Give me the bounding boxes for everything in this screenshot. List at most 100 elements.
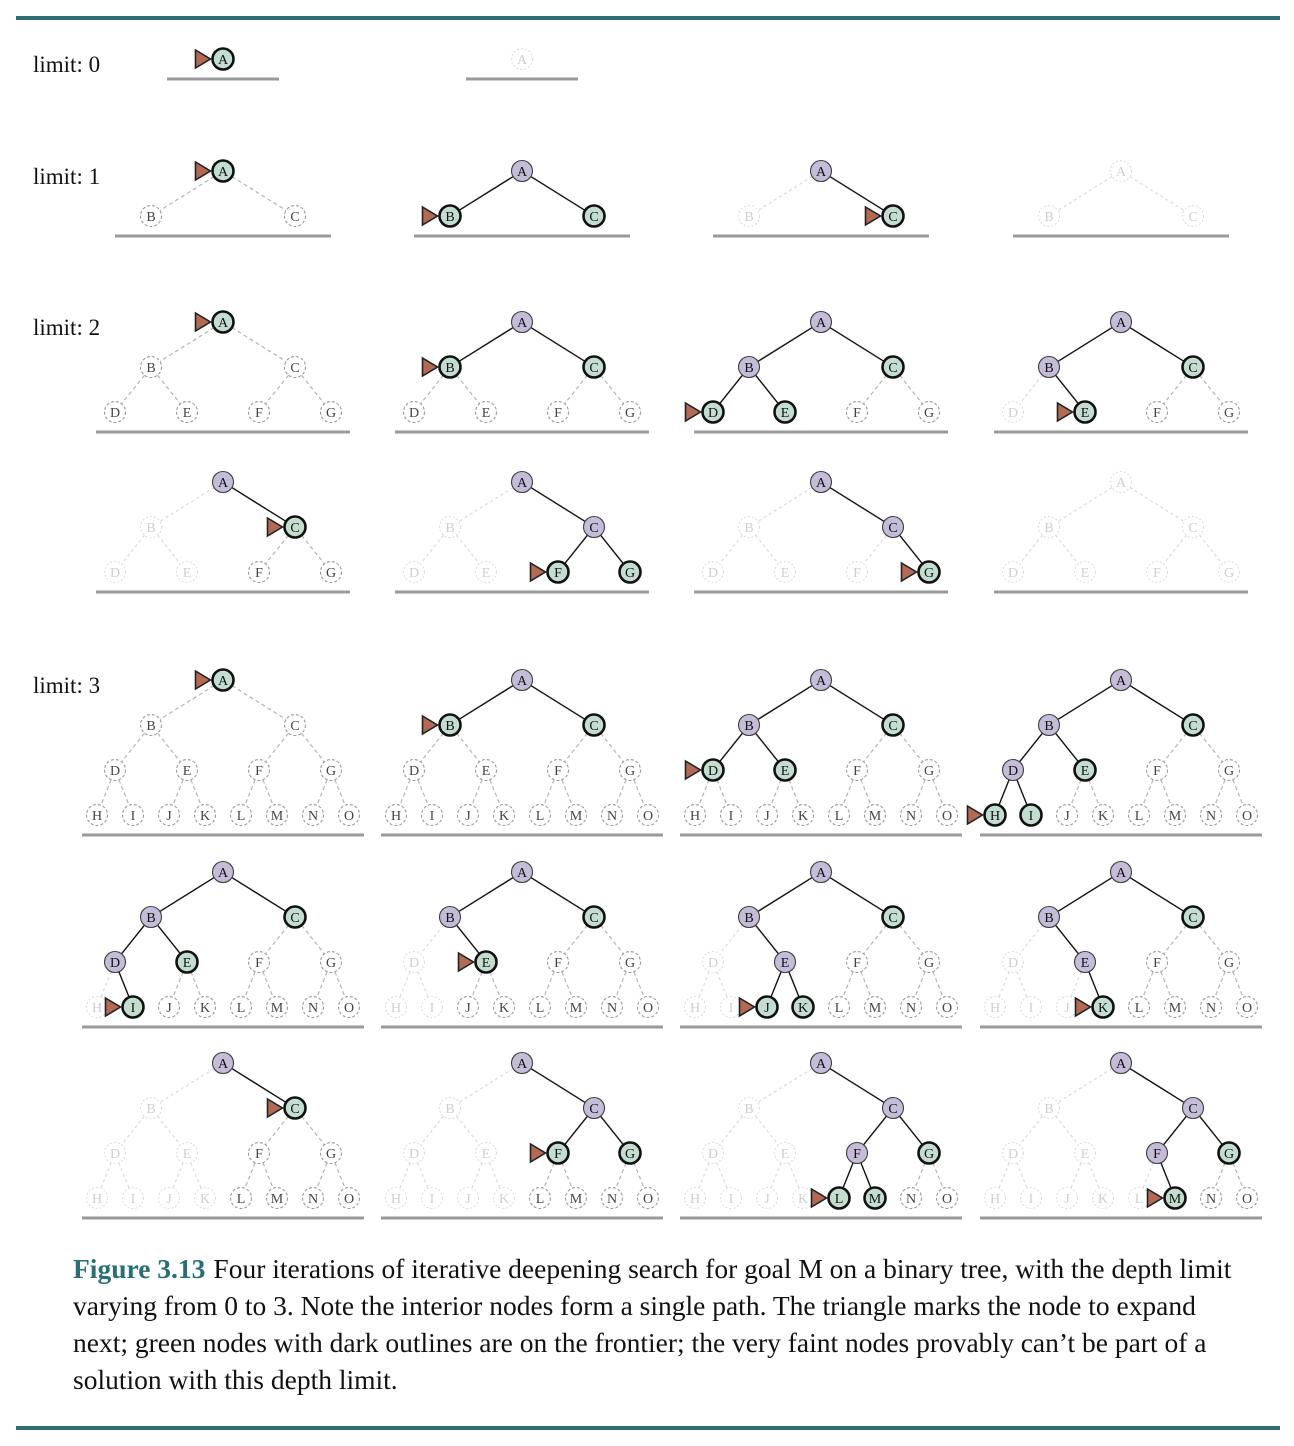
node-label: G [1224, 956, 1234, 971]
node-label: D [1008, 406, 1018, 421]
node-label: J [166, 809, 172, 824]
node-label: A [1116, 1057, 1127, 1072]
node-label: A [218, 316, 229, 331]
tree-edge [719, 534, 743, 565]
tree-edge [1163, 374, 1187, 405]
tree-edge [829, 326, 885, 363]
tree-node-j: J [1055, 995, 1079, 1019]
node-label: G [625, 566, 635, 581]
tree-node-d: D [1001, 560, 1025, 584]
tree-node-l: L [827, 803, 851, 827]
tree-edge [1057, 684, 1113, 721]
tree-edge [755, 924, 779, 955]
tree-node-n: N [1199, 803, 1223, 827]
tree-edge [530, 1067, 586, 1104]
tree-node-g: G [618, 758, 642, 782]
tree-edge [121, 1115, 145, 1146]
tree-node-n: N [600, 995, 624, 1019]
top-rule [16, 16, 1280, 20]
node-label: F [853, 956, 861, 971]
tree-node-d: D [701, 400, 725, 424]
tree-node-f: F [247, 400, 271, 424]
tree-node-c: C [283, 905, 307, 929]
tree-edge [914, 1162, 926, 1189]
tree-snapshot: A B C D E F G [395, 310, 649, 434]
node-label: G [1224, 566, 1234, 581]
tree-edge [231, 876, 287, 913]
tree-edge [458, 487, 514, 522]
tree-node-f: F [247, 1141, 271, 1165]
node-label: A [218, 53, 229, 68]
tree-node-l: L [229, 803, 253, 827]
tree-node-f: F [845, 950, 869, 974]
tree-edge [788, 779, 800, 806]
tree-edge [172, 971, 184, 998]
node-label: F [554, 764, 562, 779]
node-label: B [146, 521, 155, 536]
expand-marker-icon [1056, 401, 1075, 423]
tree-edge [301, 924, 325, 955]
tree-node-o: O [935, 995, 959, 1019]
tree-edge [1070, 971, 1082, 998]
tree-edge [633, 971, 645, 998]
tree-node-h: H [983, 995, 1007, 1019]
node-label: B [1044, 719, 1053, 734]
node-label: B [445, 521, 454, 536]
tree-node-j: J [755, 995, 779, 1019]
tree-edge [1016, 971, 1028, 998]
tree-snapshot: A B C D E F G H I J K L M N O [680, 668, 962, 837]
tree-node-c: C [283, 204, 307, 228]
node-label: C [589, 719, 598, 734]
tree-node-c: C [1181, 905, 1205, 929]
tree-node-d: D [103, 560, 127, 584]
node-label: M [570, 809, 583, 824]
tree-node-k: K [492, 803, 516, 827]
node-label: B [744, 719, 753, 734]
tree-node-e: E [1073, 1141, 1097, 1165]
node-label: N [607, 1192, 617, 1207]
node-label: M [271, 1192, 284, 1207]
node-label: D [1008, 1147, 1018, 1162]
tree-node-n: N [899, 995, 923, 1019]
tree-edge [1163, 732, 1187, 763]
tree-edge [564, 374, 588, 405]
figure-caption: Figure 3.13 Four iterations of iterative … [73, 1250, 1233, 1398]
tree-edge [719, 374, 743, 405]
node-label: I [1029, 1192, 1034, 1207]
tree-edge [334, 971, 346, 998]
node-label: J [465, 809, 471, 824]
tree-node-i: I [420, 1186, 444, 1210]
tree-node-a: A [510, 860, 534, 884]
tree-node-j: J [456, 995, 480, 1019]
tree-node-g: G [618, 560, 642, 584]
node-label: H [92, 809, 102, 824]
tree-node-i: I [121, 1186, 145, 1210]
tree-edge [1142, 779, 1154, 806]
node-label: D [409, 566, 419, 581]
expand-marker-icon [266, 1097, 285, 1119]
tree-edge [615, 1162, 627, 1189]
tree-edge [716, 1162, 728, 1189]
tree-node-d: D [103, 758, 127, 782]
tree-edge [829, 1067, 885, 1104]
tree-node-b: B [438, 204, 462, 228]
row-label: limit: 1 [33, 164, 100, 189]
tree-edge [1129, 176, 1185, 211]
tree-node-e: E [1073, 560, 1097, 584]
node-label: M [271, 1001, 284, 1016]
tree-node-g: G [319, 560, 343, 584]
node-label: C [589, 1102, 598, 1117]
node-label: K [1098, 809, 1108, 824]
node-label: H [690, 1001, 700, 1016]
node-label: E [781, 406, 790, 421]
node-label: D [708, 764, 718, 779]
node-label: E [183, 566, 192, 581]
tree-node-i: I [420, 803, 444, 827]
node-label: N [607, 1001, 617, 1016]
node-label: C [888, 361, 897, 376]
tree-node-g: G [917, 560, 941, 584]
tree-node-e: E [474, 950, 498, 974]
node-label: C [888, 719, 897, 734]
node-label: L [536, 809, 545, 824]
tree-node-m: M [1163, 995, 1187, 1019]
